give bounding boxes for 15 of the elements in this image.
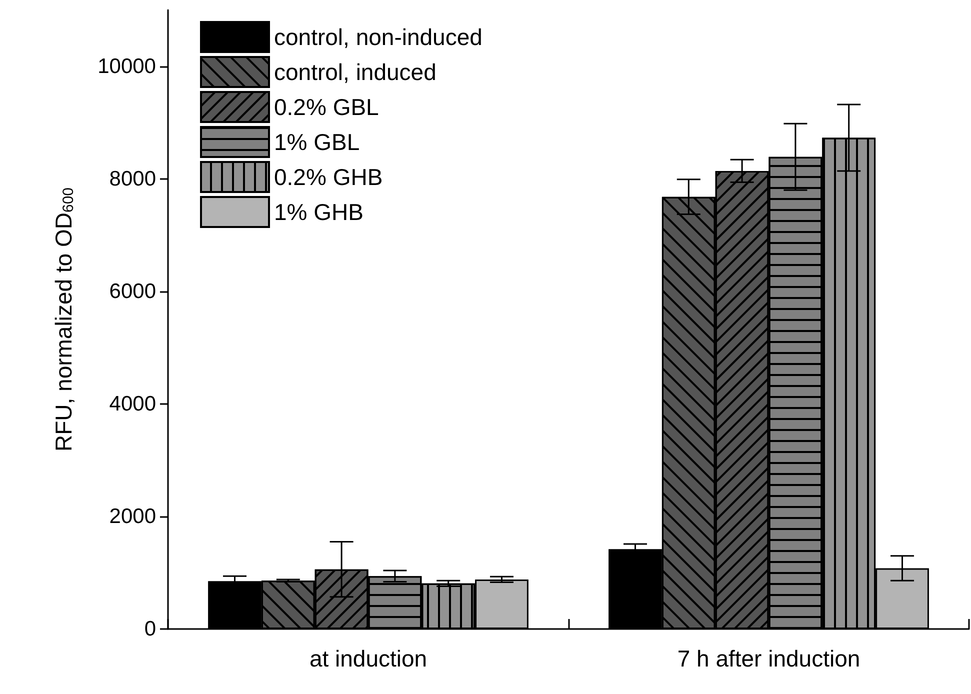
y-tick-label: 2000	[109, 504, 156, 528]
x-tick-label: 7 h after induction	[677, 646, 860, 672]
y-tick-label: 0	[144, 618, 156, 640]
x-tick-label: at induction	[309, 646, 428, 672]
legend-label: control, induced	[274, 59, 436, 85]
legend-label: 1% GBL	[274, 129, 360, 155]
legend-label: 0.2% GHB	[274, 164, 383, 190]
y-tick-label: 4000	[109, 392, 156, 416]
y-axis-title: RFU, normalized to OD600	[50, 187, 77, 452]
legend-label: 1% GHB	[274, 199, 364, 225]
legend-label: control, non-induced	[274, 24, 482, 50]
y-tick-label: 10000	[98, 54, 156, 78]
y-tick-label: 6000	[109, 280, 156, 303]
legend-label: 0.2% GBL	[274, 94, 380, 120]
y-tick-label: 8000	[109, 167, 156, 190]
